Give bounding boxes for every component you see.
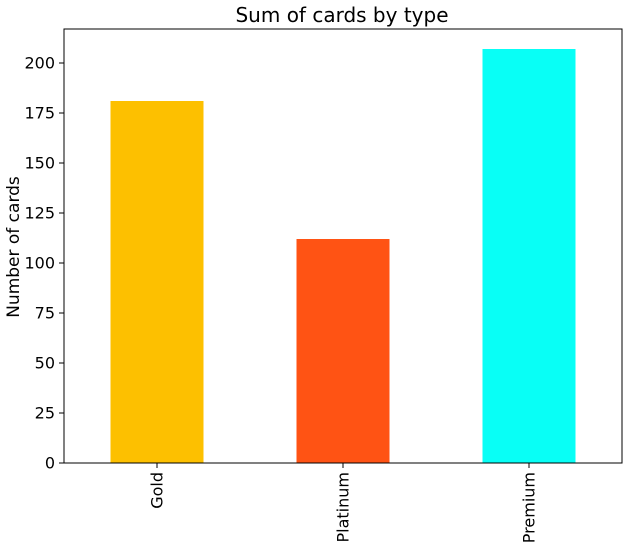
bar-platinum <box>296 239 390 463</box>
y-tick-label: 100 <box>24 254 55 273</box>
y-tick-label: 75 <box>35 304 55 323</box>
y-tick-label: 0 <box>45 454 55 473</box>
chart-title: Sum of cards by type <box>235 3 448 27</box>
y-tick-label: 175 <box>24 104 55 123</box>
y-tick-label: 200 <box>24 54 55 73</box>
y-tick-label: 150 <box>24 154 55 173</box>
y-axis-label: Number of cards <box>4 176 24 318</box>
y-tick-label: 125 <box>24 204 55 223</box>
plot-area: Gold Platinum Premium 0 25 50 75 100 125 150 175 20… <box>24 28 623 543</box>
y-tick-label: 50 <box>35 354 55 373</box>
plot-frame <box>63 28 623 464</box>
bar-gold <box>110 101 204 463</box>
x-tick-label: Premium <box>520 472 539 543</box>
x-tick-label: Gold <box>148 472 167 509</box>
bar-premium <box>482 49 576 463</box>
x-tick-label: Platinum <box>334 472 353 542</box>
y-tick-label: 25 <box>35 404 55 423</box>
